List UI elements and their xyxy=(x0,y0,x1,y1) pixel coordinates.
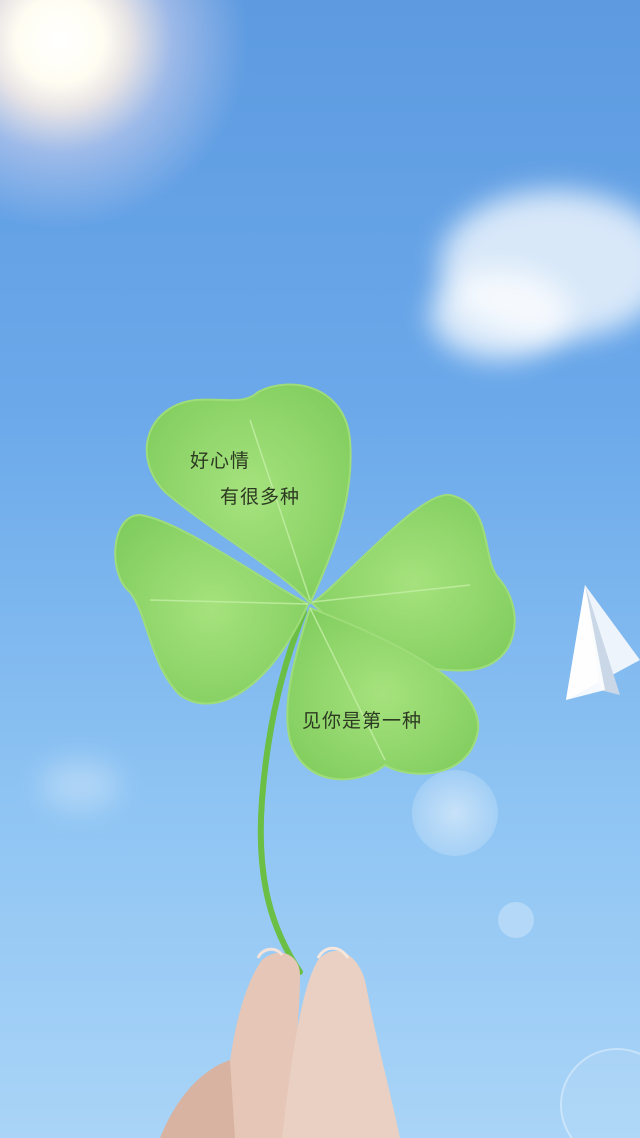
hand-icon xyxy=(160,946,400,1138)
four-leaf-clover-icon xyxy=(114,383,516,781)
lens-flare xyxy=(498,902,534,938)
paper-airplane-icon xyxy=(566,585,640,700)
caption-line-2: 有很多种 xyxy=(220,486,301,508)
clover-leaf-top xyxy=(145,383,352,605)
caption-line-3: 见你是第一种 xyxy=(302,710,423,732)
caption-line-1: 好心情 xyxy=(190,450,251,472)
cloud xyxy=(430,270,570,360)
clover-leaf-bottom xyxy=(286,606,480,781)
lens-flare xyxy=(412,770,498,856)
clover-stem xyxy=(257,609,307,975)
cloud xyxy=(40,760,120,810)
clover-leaf-left xyxy=(114,513,310,705)
